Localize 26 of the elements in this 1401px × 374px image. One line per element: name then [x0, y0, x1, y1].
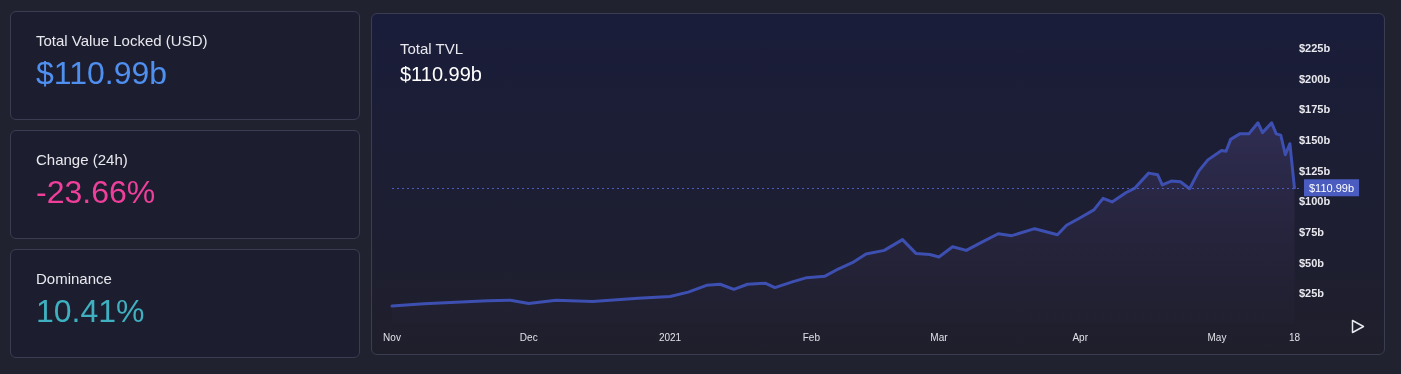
x-tick-label: 2021: [658, 331, 682, 343]
y-tick-label: $175b: [1299, 103, 1331, 116]
x-tick-label: May: [1207, 331, 1227, 343]
y-tick-label: $75b: [1299, 226, 1325, 238]
text: $110.99b: [36, 55, 169, 92]
text: -23.66%: [36, 174, 157, 211]
text: 10.41%: [36, 293, 146, 330]
y-tick-label: $200b: [1299, 72, 1331, 85]
y-tick-label: $100b: [1299, 195, 1331, 208]
text: Dominance: [36, 270, 113, 287]
text: Total Value Locked (USD): [36, 32, 209, 49]
y-tick-label: $50b: [1299, 256, 1325, 269]
y-tick-label: $25b: [1299, 287, 1325, 300]
y-tick-label: $225b: [1299, 42, 1331, 54]
text: Change (24h): [36, 151, 129, 168]
x-tick-label: Mar: [930, 331, 949, 343]
chart-title: Total TVL: [400, 40, 464, 57]
y-tick-label: $125b: [1299, 164, 1331, 177]
ref-line-label: $110.99b: [1309, 181, 1355, 194]
x-tick-label: 18: [1288, 331, 1301, 343]
text: $110.99b: [400, 63, 482, 85]
x-tick-label: Nov: [383, 331, 401, 343]
x-tick-label: Feb: [802, 331, 821, 343]
x-tick-label: Dec: [519, 331, 538, 343]
y-tick-label: $150b: [1299, 134, 1331, 146]
x-tick-label: Apr: [1072, 331, 1089, 343]
